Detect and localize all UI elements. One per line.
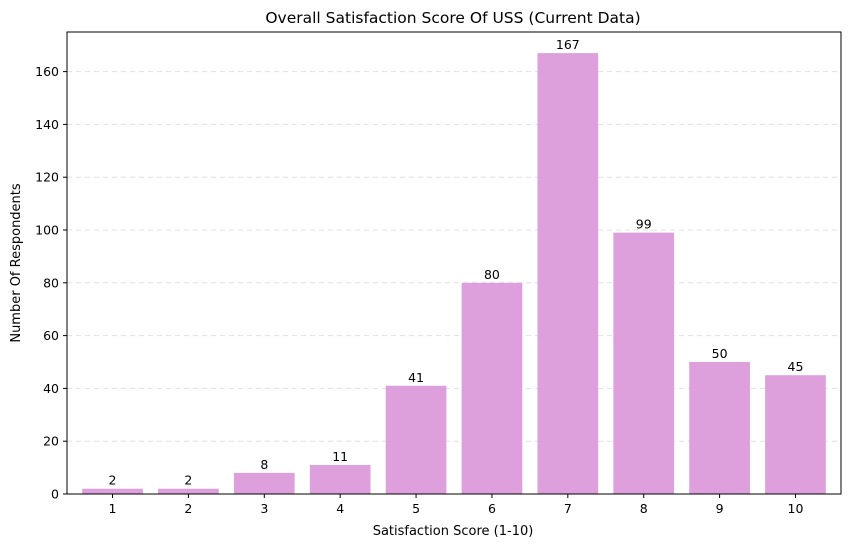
bar-value-label: 80	[484, 267, 500, 282]
x-tick-label: 2	[184, 501, 192, 516]
x-axis-label: Satisfaction Score (1-10)	[373, 524, 534, 539]
bars	[82, 53, 826, 495]
y-tick-label: 80	[43, 275, 59, 290]
bar	[765, 375, 826, 494]
bar-value-label: 41	[408, 370, 424, 385]
plot-frame	[66, 31, 842, 495]
bar-value-label: 2	[184, 473, 192, 488]
y-axis-label: Number Of Respondents	[9, 183, 24, 343]
bar-value-label: 167	[556, 37, 580, 52]
bar-value-label: 2	[109, 473, 117, 488]
x-tick-label: 7	[564, 501, 572, 516]
bar-value-label: 99	[636, 217, 652, 232]
y-tick-label: 160	[35, 64, 59, 79]
x-tick-label: 10	[788, 501, 804, 516]
bar	[461, 282, 523, 494]
bar	[309, 464, 371, 494]
bar-value-label: 50	[712, 346, 728, 361]
bar	[613, 232, 675, 494]
x-tick-label: 1	[109, 501, 117, 516]
y-tick-label: 40	[43, 381, 59, 396]
x-axis-ticks: 1 2 3 4 5 6 7 8 9 10	[109, 494, 804, 516]
y-tick-label: 100	[35, 223, 59, 238]
x-tick-label: 4	[336, 501, 344, 516]
bar-value-label: 11	[332, 449, 348, 464]
y-tick-label: 60	[43, 328, 59, 343]
bar	[233, 472, 295, 494]
bar	[537, 53, 599, 495]
bar	[158, 488, 219, 494]
y-tick-label: 120	[35, 170, 59, 185]
y-tick-label: 0	[51, 487, 59, 502]
y-tick-label: 20	[43, 434, 59, 449]
gridlines	[67, 71, 841, 442]
x-tick-label: 6	[488, 501, 496, 516]
bar-value-labels: 2 2 8 11 41 80 167 99 50 45	[109, 37, 804, 488]
x-tick-label: 9	[716, 501, 724, 516]
bar	[385, 385, 447, 494]
bar	[689, 362, 750, 494]
bar	[82, 488, 143, 494]
y-tick-label: 140	[35, 117, 59, 132]
bar-value-label: 8	[260, 457, 268, 472]
x-tick-label: 5	[412, 501, 420, 516]
chart-title: Overall Satisfaction Score Of USS (Curre…	[265, 9, 640, 27]
x-tick-label: 3	[260, 501, 268, 516]
x-tick-label: 8	[640, 501, 648, 516]
bar-value-label: 45	[788, 359, 804, 374]
y-axis-ticks: 0 20 40 60 80 100 120 140 160	[35, 64, 67, 502]
